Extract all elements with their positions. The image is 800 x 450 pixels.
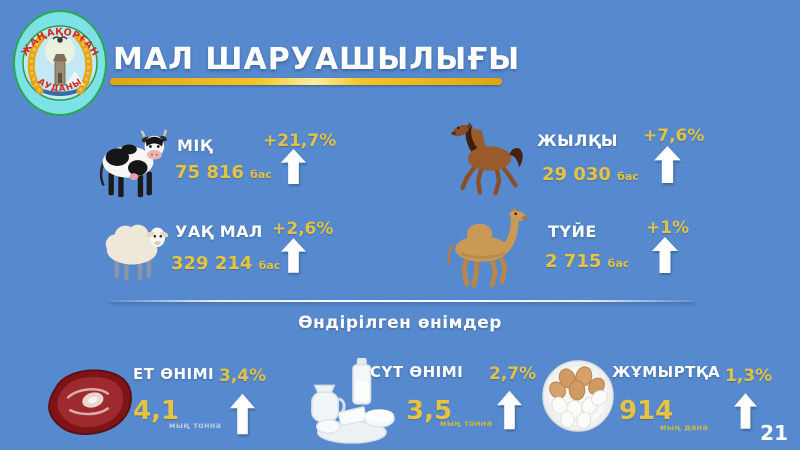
products-section-header: Өндірілген өнімдер xyxy=(298,313,502,333)
livestock-label: ЖЫЛҚЫ xyxy=(537,131,618,150)
livestock-label: МІҚ xyxy=(177,136,213,155)
livestock-unit: бас xyxy=(607,257,630,270)
product-label: ЕТ ӨНІМІ xyxy=(133,365,215,383)
livestock-value: 29 030 xyxy=(542,164,611,185)
slide-title: МАЛ ШАРУАШЫЛЫҒЫ xyxy=(113,42,521,77)
up-arrow-icon xyxy=(652,237,678,273)
livestock-label: ТҮЙЕ xyxy=(548,222,597,241)
title-underline xyxy=(110,78,502,85)
up-arrow-icon xyxy=(654,146,681,183)
up-arrow-icon xyxy=(734,391,757,431)
product-unit: мың тонна xyxy=(169,421,222,430)
up-arrow-icon xyxy=(497,390,522,430)
product-card-milk: СҮТ ӨНІМІ 2,7% 3,5 мың тонна xyxy=(294,356,536,448)
livestock-unit: бас xyxy=(617,170,639,183)
change-percent: +2,6% xyxy=(272,219,334,239)
change-percent: 1,3% xyxy=(725,366,773,386)
change-percent: 3,4% xyxy=(219,366,267,386)
up-arrow-icon xyxy=(280,149,307,184)
change-percent: +21,7% xyxy=(263,131,337,151)
product-card-meat: ЕТ ӨНІМІ 3,4% 4,1 мың тонна xyxy=(36,356,266,448)
eggs-icon xyxy=(542,360,614,432)
product-value: 914 xyxy=(619,396,674,426)
product-label: ЖҰМЫРТҚА xyxy=(612,363,721,381)
livestock-unit: бас xyxy=(258,259,281,272)
livestock-card-small-cattle: УАҚ МАЛ 329 214 бас +2,6% xyxy=(98,212,338,292)
page-number: 21 xyxy=(760,421,788,445)
camel-icon xyxy=(447,206,528,288)
product-unit: мың дана xyxy=(660,423,709,432)
cow-icon xyxy=(99,129,168,198)
change-percent: +7,6% xyxy=(643,126,705,146)
livestock-card-cattle: МІҚ 75 816 бас +21,7% xyxy=(90,120,336,212)
change-percent: +1% xyxy=(646,218,690,238)
product-value: 3,5 xyxy=(406,396,453,426)
livestock-value: 75 816 xyxy=(175,162,244,183)
livestock-card-camel: ТҮЙЕ 2 715 бас +1% xyxy=(435,202,689,292)
product-unit: мың тонна xyxy=(440,419,493,428)
horse-icon xyxy=(451,121,523,196)
section-divider xyxy=(110,300,695,302)
product-label: СҮТ ӨНІМІ xyxy=(370,363,464,381)
steak-icon xyxy=(48,369,132,435)
up-arrow-icon xyxy=(230,393,255,435)
livestock-card-horse: ЖЫЛҚЫ 29 030 бас +7,6% xyxy=(446,110,704,205)
sheep-icon xyxy=(105,224,169,281)
up-arrow-icon xyxy=(281,238,306,273)
mountain-icon xyxy=(66,71,84,85)
dairy-icon xyxy=(311,357,395,444)
livestock-label: УАҚ МАЛ xyxy=(175,222,263,241)
district-emblem-logo: ЖАҢАҚОРҒАН АУДАНЫ xyxy=(13,10,107,116)
product-value: 4,1 xyxy=(133,396,180,426)
change-percent: 2,7% xyxy=(489,364,537,384)
livestock-value: 2 715 xyxy=(545,251,602,272)
livestock-value: 329 214 xyxy=(171,253,253,274)
product-card-eggs: ЖҰМЫРТҚА 1,3% 914 мың дана xyxy=(541,356,773,448)
bird-icon xyxy=(52,36,68,43)
livestock-unit: бас xyxy=(250,168,272,181)
